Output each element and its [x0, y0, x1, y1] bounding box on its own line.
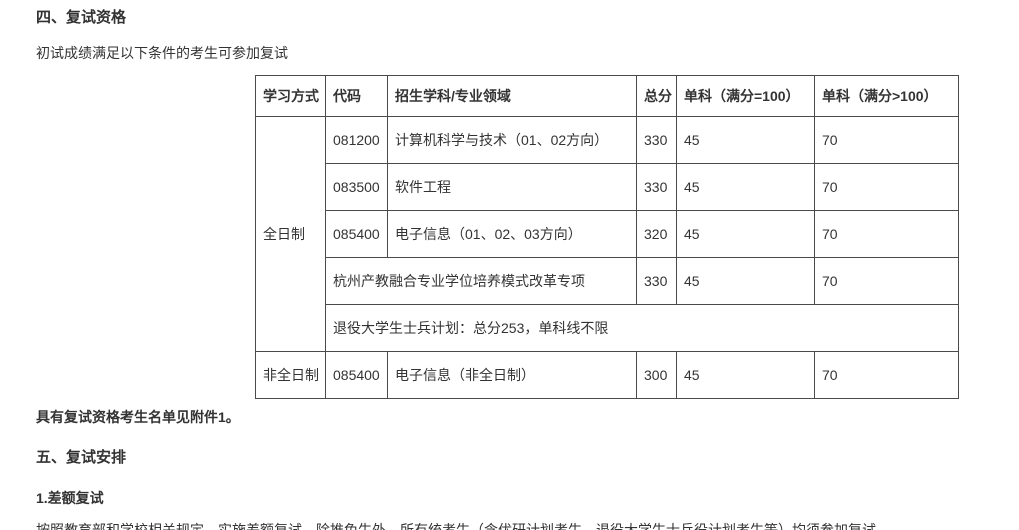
cell-code: 085400 — [325, 210, 388, 258]
cell-single-gt100: 70 — [814, 210, 959, 258]
cell-total: 320 — [636, 210, 677, 258]
cell-single-eq100: 45 — [676, 116, 815, 164]
cell-single-eq100: 45 — [676, 163, 815, 211]
cell-subject: 计算机科学与技术（01、02方向） — [387, 116, 637, 164]
section4-heading: 四、复试资格 — [36, 9, 127, 26]
table-row: 085400 电子信息（01、02、03方向） 320 45 70 — [256, 210, 959, 258]
header-single-gt100: 单科（满分>100） — [814, 75, 959, 117]
table-header-row: 学习方式 代码 招生学科/专业领域 总分 单科（满分=100） 单科（满分>10… — [255, 75, 959, 117]
cell-total: 330 — [636, 257, 677, 305]
cell-single-gt100: 70 — [814, 257, 959, 305]
table-row: 退役大学生士兵计划：总分253，单科线不限 — [256, 304, 959, 352]
cell-single-gt100: 70 — [814, 163, 959, 211]
cell-code: 081200 — [325, 116, 388, 164]
cell-total: 300 — [636, 351, 677, 399]
cell-code: 083500 — [325, 163, 388, 211]
cell-code: 085400 — [325, 351, 388, 399]
closing-paragraph: 按照教育部和学校相关规定，实施差额复试。除推免生外，所有统考生（含优研计划考生、… — [36, 522, 890, 530]
cell-single-eq100: 45 — [676, 210, 815, 258]
cell-single-gt100: 70 — [814, 116, 959, 164]
section5-heading: 五、复试安排 — [36, 449, 127, 466]
table-row: 全日制 081200 计算机科学与技术（01、02方向） 330 45 70 — [255, 116, 959, 352]
cell-subject: 电子信息（01、02、03方向） — [387, 210, 637, 258]
table-row: 非全日制 085400 电子信息（非全日制） 300 45 70 — [255, 351, 959, 399]
cell-total: 330 — [636, 163, 677, 211]
cell-single-eq100: 45 — [676, 351, 815, 399]
cell-subject: 软件工程 — [387, 163, 637, 211]
cell-single-eq100: 45 — [676, 257, 815, 305]
cell-single-gt100: 70 — [814, 351, 959, 399]
header-single-eq100: 单科（满分=100） — [676, 75, 815, 117]
cell-study-mode-full-time: 全日制 — [255, 116, 326, 352]
header-total-score: 总分 — [636, 75, 677, 117]
cell-total: 330 — [636, 116, 677, 164]
attachment-note-text: 具有复试资格考生名单见附件1。 — [36, 409, 240, 425]
table-row: 杭州产教融合专业学位培养模式改革专项 330 45 70 — [256, 257, 959, 305]
header-study-mode: 学习方式 — [255, 75, 326, 117]
intro-text: 初试成绩满足以下条件的考生可参加复试 — [36, 45, 288, 61]
admission-score-table: 学习方式 代码 招生学科/专业领域 总分 单科（满分=100） 单科（满分>10… — [255, 75, 959, 399]
cell-veteran-plan-note: 退役大学生士兵计划：总分253，单科线不限 — [325, 304, 959, 352]
header-subject: 招生学科/专业领域 — [387, 75, 637, 117]
subsection1-heading: 1.差额复试 — [36, 490, 104, 506]
cell-subject: 电子信息（非全日制） — [387, 351, 637, 399]
table-row: 083500 软件工程 330 45 70 — [256, 163, 959, 211]
cell-study-mode-part-time: 非全日制 — [255, 351, 326, 399]
header-code: 代码 — [325, 75, 388, 117]
cell-subject-special: 杭州产教融合专业学位培养模式改革专项 — [325, 257, 637, 305]
